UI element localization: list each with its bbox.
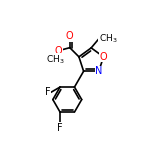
- Text: F: F: [57, 123, 63, 133]
- Text: F: F: [45, 87, 51, 97]
- Text: N: N: [95, 66, 102, 76]
- Text: O: O: [66, 31, 74, 41]
- Text: CH$_3$: CH$_3$: [98, 33, 117, 45]
- Text: CH$_3$: CH$_3$: [46, 54, 65, 66]
- Text: O: O: [55, 46, 63, 56]
- Text: O: O: [100, 52, 107, 62]
